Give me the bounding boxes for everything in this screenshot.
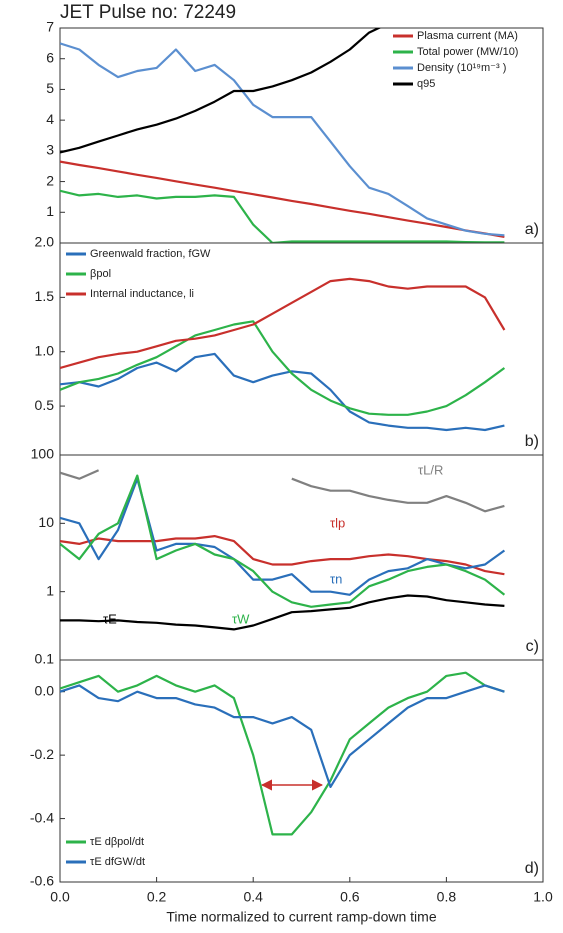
legend-label: Total power (MW/10) xyxy=(417,46,518,58)
y-tick-label: 100 xyxy=(31,446,55,462)
legend-label: Plasma current (MA) xyxy=(417,30,518,42)
y-tick-label: -0.4 xyxy=(30,809,54,825)
x-tick-label: 0.0 xyxy=(50,889,70,905)
plot-frame xyxy=(60,243,543,455)
y-tick-label: 5 xyxy=(46,80,54,96)
y-tick-label: 0.5 xyxy=(35,397,55,413)
y-tick-label: 4 xyxy=(46,111,54,127)
y-tick-label: 10 xyxy=(38,514,54,530)
y-tick-label: 1 xyxy=(46,582,54,598)
series-label: τn xyxy=(330,571,342,586)
y-tick-label: 7 xyxy=(46,19,54,35)
series-line xyxy=(60,479,504,595)
panel-label: a) xyxy=(525,221,539,238)
legend-label: βpol xyxy=(90,268,111,280)
x-tick-label: 0.4 xyxy=(243,889,263,905)
y-tick-label: 1 xyxy=(46,203,54,219)
y-tick-label: -0.2 xyxy=(30,746,54,762)
chart-title: JET Pulse no: 72249 xyxy=(60,2,236,23)
series-line xyxy=(60,23,388,152)
series-line xyxy=(60,321,504,415)
legend-label: τE dfGW/dt xyxy=(90,856,145,868)
legend-label: Internal inductance, li xyxy=(90,288,194,300)
legend-label: Greenwald fraction, fGW xyxy=(90,248,211,260)
y-tick-label: 2.0 xyxy=(35,234,55,250)
series-label: τW xyxy=(232,611,250,626)
legend-label: q95 xyxy=(417,78,435,90)
y-tick-label: 0.0 xyxy=(35,682,55,698)
series-label: τE xyxy=(103,611,117,626)
x-tick-label: 0.8 xyxy=(437,889,457,905)
panel-label: b) xyxy=(525,433,539,450)
series-line xyxy=(60,685,504,787)
plot-frame xyxy=(60,28,543,243)
x-axis-label: Time normalized to current ramp-down tim… xyxy=(166,909,436,925)
y-tick-label: 0.1 xyxy=(35,651,55,667)
series-line xyxy=(60,162,504,237)
y-tick-label: 6 xyxy=(46,49,54,65)
y-tick-label: 1.0 xyxy=(35,342,55,358)
y-tick-label: -0.6 xyxy=(30,873,54,889)
series-line xyxy=(60,596,504,630)
x-tick-label: 1.0 xyxy=(533,889,553,905)
series-line xyxy=(60,354,504,430)
panel-label: d) xyxy=(525,860,539,877)
y-tick-label: 3 xyxy=(46,142,54,158)
y-tick-label: 2 xyxy=(46,172,54,188)
x-tick-label: 0.6 xyxy=(340,889,360,905)
panel-label: c) xyxy=(526,638,539,655)
series-label: τL/R xyxy=(418,462,443,477)
y-tick-label: 1.5 xyxy=(35,288,55,304)
legend-label: τE dβpol/dt xyxy=(90,836,144,848)
series-label: τlp xyxy=(330,515,345,530)
x-tick-label: 0.2 xyxy=(147,889,167,905)
series-line xyxy=(60,536,504,574)
legend-label: Density (10¹⁹m⁻³ ) xyxy=(417,62,506,74)
